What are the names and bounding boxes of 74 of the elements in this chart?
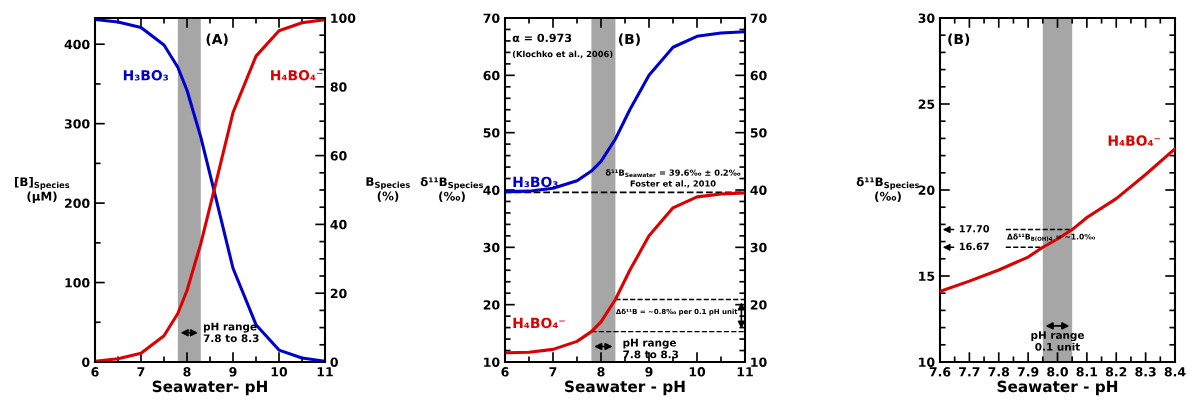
- y-tick-label: 400: [64, 39, 90, 50]
- y2-tick-label: 40: [330, 219, 347, 230]
- annotation: (A): [206, 33, 228, 46]
- y-tick-label: 100: [65, 278, 90, 288]
- x-tick-label: 8.2: [1105, 367, 1127, 377]
- x-tick-label: 10: [689, 367, 706, 377]
- series-label: H₄BO₄⁻: [1108, 135, 1160, 146]
- ref-line-label: 17.70: [959, 225, 990, 233]
- annotation: (B): [618, 33, 640, 46]
- y2-tick-label: 60: [750, 70, 767, 81]
- x-tick-label: 8.1: [1076, 367, 1098, 377]
- y-tick-label: 40: [483, 185, 500, 195]
- y-tick-label: 15: [919, 271, 935, 281]
- series-label: H₄BO₄⁻: [271, 70, 323, 81]
- y-tick-label: 10: [919, 357, 935, 367]
- x-tick-label: 8.4: [1164, 367, 1186, 377]
- x-tick-label: 7: [137, 367, 145, 377]
- y2-axis-title: B$_{Species}$ (%): [366, 177, 410, 202]
- y-tick-label: 60: [483, 70, 500, 81]
- x-tick-label: 10: [271, 367, 288, 377]
- line-series: [940, 147, 1175, 294]
- y-tick-label: 25: [918, 99, 935, 109]
- ref-line-label: 16.67: [959, 242, 989, 251]
- y-tick-label: 30: [483, 242, 500, 253]
- x-tick-label: 7.7: [959, 367, 980, 377]
- y-tick-label: 50: [483, 128, 500, 138]
- series-label: H₃BO₃: [513, 176, 558, 188]
- x-tick-label: 11: [737, 367, 753, 377]
- x-tick-label: 6: [91, 367, 99, 377]
- y2-tick-label: 80: [330, 82, 347, 92]
- y2-tick-label: 40: [750, 185, 767, 195]
- y2-tick-label: 70: [750, 13, 767, 23]
- ref-line-label: δ¹¹B$_{Seawater}$ = 39.6‰ ± 0.2‰: [605, 169, 741, 178]
- x-axis-title: Seawater- pH: [152, 380, 267, 396]
- y2-tick-label: 50: [750, 128, 767, 138]
- x-tick-label: 8.0: [1047, 367, 1068, 377]
- x-tick-label: 6: [501, 367, 509, 377]
- annotation: pH range 0.1 unit: [1031, 331, 1084, 351]
- x-tick-label: 8.3: [1135, 367, 1156, 377]
- x-axis-title: Seawater - pH: [565, 380, 685, 396]
- y-tick-label: 20: [483, 300, 500, 310]
- x-tick-label: 11: [317, 367, 333, 377]
- y-tick-label: 10: [484, 357, 500, 367]
- y-tick-label: 30: [918, 13, 935, 23]
- y2-tick-label: 0: [330, 357, 338, 367]
- x-tick-label: 7.6: [929, 367, 951, 377]
- x-axis-title: Seawater - pH: [997, 380, 1118, 396]
- x-tick-label: 7: [549, 367, 557, 377]
- x-tick-label: 9: [229, 367, 237, 377]
- y2-tick-label: 60: [330, 151, 347, 161]
- annotation: (B): [948, 33, 970, 46]
- x-tick-label: 9: [645, 367, 653, 377]
- y2-tick-label: 10: [751, 357, 767, 367]
- y2-tick-label: 20: [750, 300, 767, 310]
- x-tick-label: 8: [597, 367, 605, 377]
- y-tick-label: 70: [483, 13, 500, 23]
- annotation: (Klochko et al., 2006): [512, 50, 613, 59]
- y-tick-label: 20: [918, 185, 935, 195]
- annotation: pH range 7.8 to 8.3: [203, 322, 259, 343]
- series-label: H₃BO₃: [123, 70, 169, 81]
- line-series: [95, 18, 325, 362]
- line-series: [505, 30, 745, 194]
- x-tick-label: 8: [183, 367, 191, 377]
- x-tick-label: 7.8: [988, 367, 1010, 377]
- y2-tick-label: 20: [330, 288, 347, 299]
- y-tick-label: 300: [64, 119, 90, 129]
- y2-tick-label: 30: [750, 242, 767, 253]
- annotation: α = 0.973: [512, 33, 572, 43]
- y2-tick-label: 100: [331, 13, 356, 23]
- annotation: Foster et al., 2010: [630, 180, 716, 188]
- y-axis-title: δ¹¹B$_{Species}$ (‰): [420, 177, 484, 203]
- x-tick-label: 7.9: [1017, 367, 1039, 377]
- series-label: H₄BO₄⁻: [513, 317, 565, 329]
- y-tick-label: 0: [82, 357, 90, 367]
